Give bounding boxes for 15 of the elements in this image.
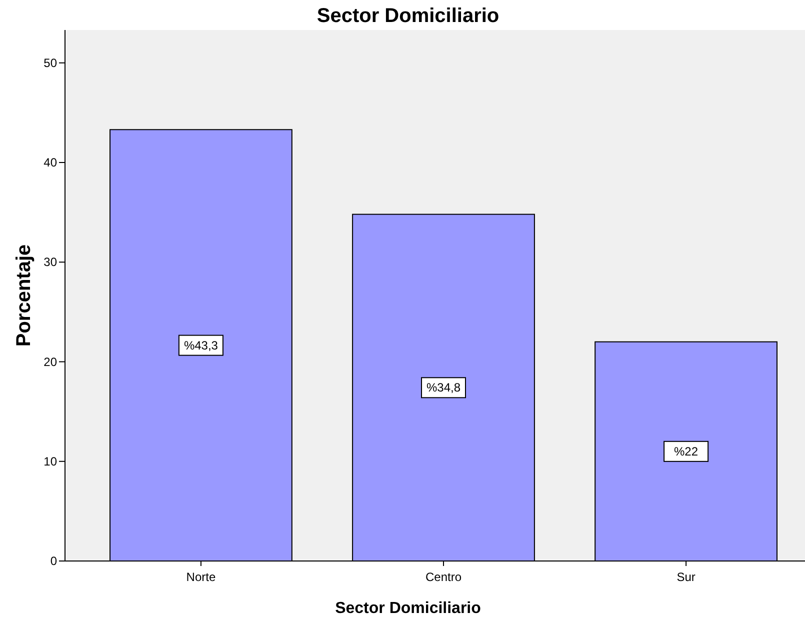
y-axis-title: Porcentaje xyxy=(13,244,35,347)
data-label: %43,3 xyxy=(184,338,218,352)
y-tick-label: 20 xyxy=(44,354,58,369)
y-tick-label: 10 xyxy=(44,454,58,468)
x-axis-title: Sector Domiciliario xyxy=(335,600,482,617)
y-tick-label: 50 xyxy=(44,56,58,70)
data-label: %22 xyxy=(674,444,698,458)
y-tick-label: 40 xyxy=(44,156,58,170)
x-tick-label: Norte xyxy=(186,570,216,584)
x-tick-label: Centro xyxy=(425,570,462,584)
y-tick-label: 30 xyxy=(44,255,58,270)
chart-title: Sector Domiciliario xyxy=(316,5,500,27)
data-label: %34,8 xyxy=(426,380,461,395)
x-tick-label: Sur xyxy=(676,570,696,584)
y-tick-label: 0 xyxy=(50,554,58,568)
